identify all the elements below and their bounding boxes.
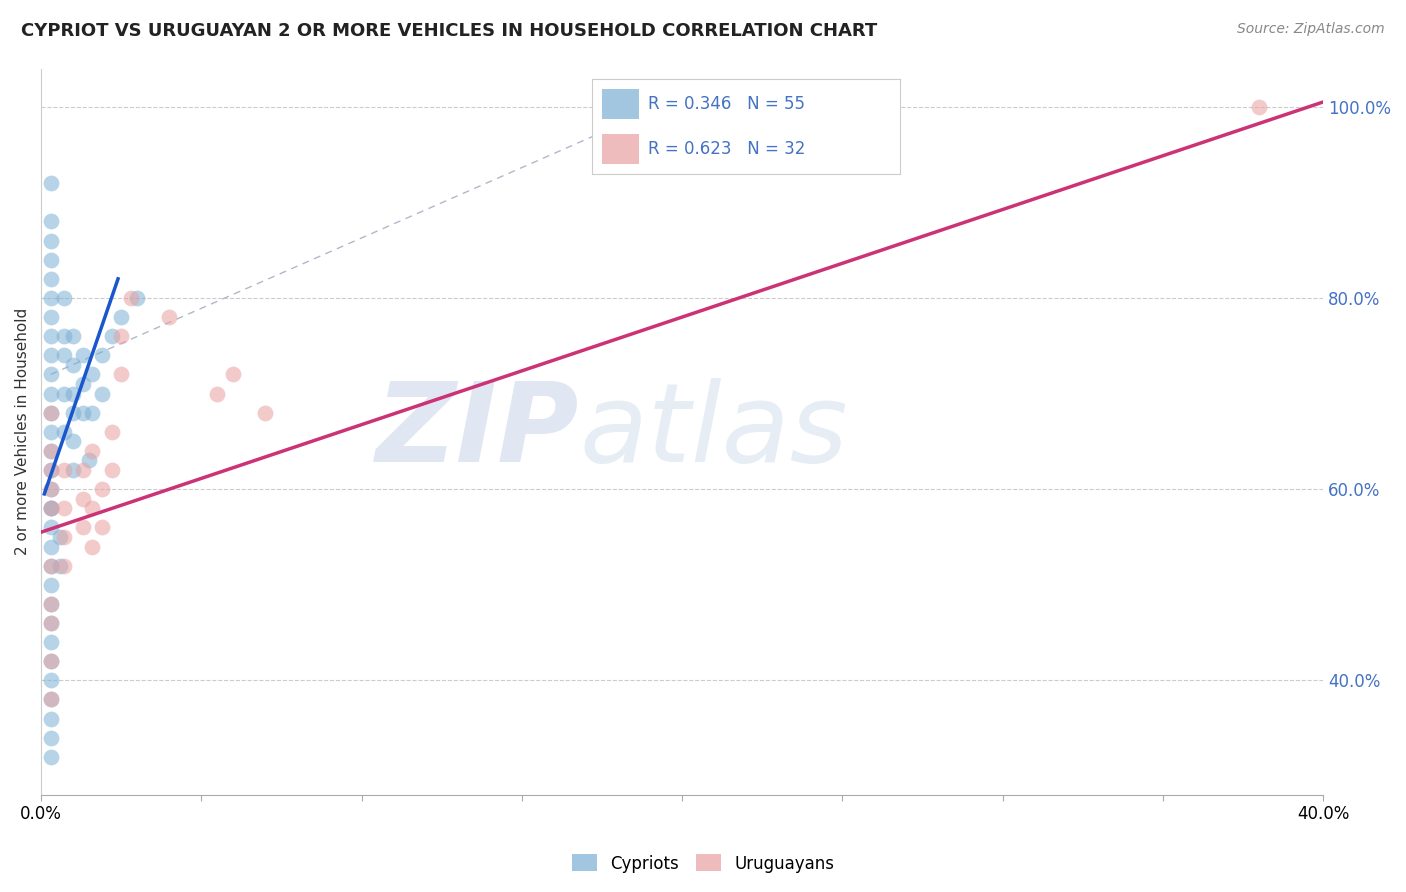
Y-axis label: 2 or more Vehicles in Household: 2 or more Vehicles in Household [15,308,30,556]
Point [52,530,75,544]
Point [52,558,75,573]
Point [110,368,132,382]
Point [39,654,62,668]
Point [39,406,62,420]
Point [39,386,62,401]
Point [39,252,62,267]
Point [62,463,84,477]
Point [91,482,114,496]
Point [39,272,62,286]
Point [39,214,62,228]
Point [39,368,62,382]
Point [49,558,72,573]
Text: atlas: atlas [579,378,848,485]
Point [72,520,94,534]
Point [39,692,62,706]
Point [72,491,94,506]
Point [39,291,62,305]
Point [1247,100,1270,114]
Point [39,597,62,611]
Text: Source: ZipAtlas.com: Source: ZipAtlas.com [1237,22,1385,37]
Point [127,291,149,305]
Point [91,520,114,534]
Point [39,615,62,630]
Point [52,425,75,439]
Point [39,731,62,745]
Point [39,712,62,726]
Point [52,348,75,362]
Point [39,234,62,248]
Point [72,348,94,362]
Point [72,376,94,391]
Point [77,453,100,467]
Point [222,368,245,382]
Point [39,673,62,688]
Point [52,386,75,401]
Point [254,406,277,420]
Point [39,558,62,573]
Point [39,540,62,554]
Point [52,291,75,305]
Point [39,520,62,534]
Point [62,358,84,372]
Point [52,501,75,516]
Point [39,425,62,439]
Point [52,463,75,477]
Text: CYPRIOT VS URUGUAYAN 2 OR MORE VEHICLES IN HOUSEHOLD CORRELATION CHART: CYPRIOT VS URUGUAYAN 2 OR MORE VEHICLES … [21,22,877,40]
Point [72,463,94,477]
Point [39,501,62,516]
Point [82,501,104,516]
Point [52,329,75,343]
Point [82,406,104,420]
Point [39,558,62,573]
Point [82,368,104,382]
Point [62,406,84,420]
Point [39,654,62,668]
Point [39,749,62,764]
Point [39,597,62,611]
Point [207,386,229,401]
Point [39,463,62,477]
Point [110,329,132,343]
Point [62,329,84,343]
Point [39,406,62,420]
Point [39,348,62,362]
Point [100,329,122,343]
Point [39,692,62,706]
Point [39,501,62,516]
Point [39,444,62,458]
Point [72,406,94,420]
Point [120,291,142,305]
Point [157,310,180,324]
Point [110,310,132,324]
Point [39,615,62,630]
Point [39,310,62,324]
Point [39,635,62,649]
Point [91,386,114,401]
Point [49,530,72,544]
Point [39,482,62,496]
Point [39,482,62,496]
Text: ZIP: ZIP [375,378,579,485]
Point [82,540,104,554]
Point [39,463,62,477]
Point [39,329,62,343]
Point [100,425,122,439]
Point [62,434,84,449]
Point [39,501,62,516]
Point [39,444,62,458]
Point [91,348,114,362]
Legend: Cypriots, Uruguayans: Cypriots, Uruguayans [565,847,841,880]
Point [100,463,122,477]
Point [39,578,62,592]
Point [39,176,62,190]
Point [82,444,104,458]
Point [62,386,84,401]
